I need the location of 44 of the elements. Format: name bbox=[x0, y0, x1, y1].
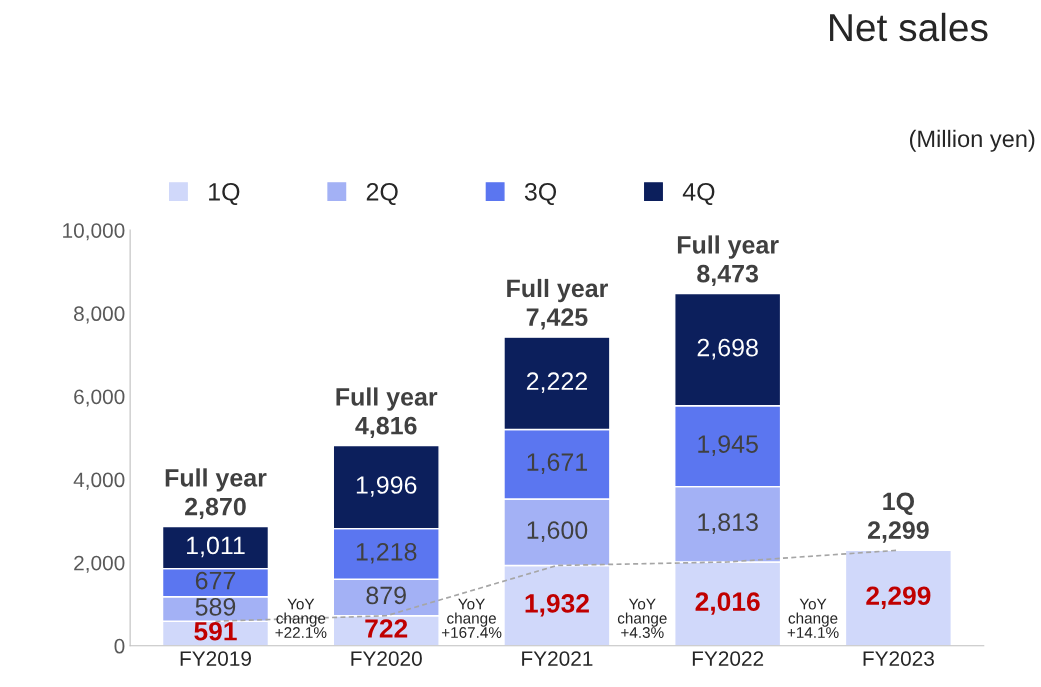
x-tick-label: FY2023 bbox=[863, 651, 934, 666]
bar bbox=[844, 549, 953, 646]
total-label: Full year 2,870 bbox=[165, 468, 267, 520]
y-tick-label: 6,000 bbox=[74, 389, 125, 407]
chart-title: Net sales bbox=[830, 12, 988, 42]
data-label: 2,299 bbox=[866, 586, 931, 609]
legend-label: 2Q bbox=[366, 182, 398, 206]
data-label: 1,600 bbox=[527, 521, 588, 542]
y-tick-label: 4,000 bbox=[73, 472, 125, 490]
text: (Million yen) bbox=[910, 129, 1035, 152]
total-label: Full year 7,425 bbox=[507, 278, 608, 330]
data-label: 1,218 bbox=[356, 542, 417, 564]
annotation: YoY change +4.3% bbox=[617, 598, 667, 638]
data-label: 1,671 bbox=[527, 453, 587, 474]
x-tick-label: FY2021 bbox=[522, 651, 593, 666]
data-label: 1,996 bbox=[356, 476, 417, 497]
data-label: 589 bbox=[195, 597, 236, 616]
data-label: 591 bbox=[194, 621, 237, 641]
data-label: 1,813 bbox=[698, 513, 758, 534]
x-tick-label: FY2019 bbox=[180, 651, 251, 666]
data-label: 722 bbox=[365, 619, 408, 638]
data-label: 2,222 bbox=[526, 372, 587, 394]
data-label: 879 bbox=[366, 586, 406, 605]
annotation: YoY change +22.1% bbox=[275, 598, 327, 638]
total-label: 1Q 2,299 bbox=[867, 492, 929, 543]
total-label: Full year 8,473 bbox=[677, 235, 779, 287]
x-tick-label: FY2022 bbox=[692, 651, 764, 666]
data-label: 2,016 bbox=[695, 592, 760, 615]
legend-label: 3Q bbox=[524, 182, 557, 206]
total-label: Full year 4,816 bbox=[336, 387, 438, 439]
y-tick-label: 0 bbox=[114, 638, 125, 654]
x-tick-label: FY2020 bbox=[351, 651, 422, 666]
data-label: 1,011 bbox=[187, 536, 245, 558]
data-label: 1,932 bbox=[525, 594, 589, 617]
legend-label: 1Q bbox=[209, 182, 240, 206]
y-tick-label: 2,000 bbox=[74, 555, 125, 573]
data-label: 1,945 bbox=[698, 435, 758, 456]
y-tick-label: 8,000 bbox=[74, 306, 125, 324]
legend-label: 4Q bbox=[682, 182, 715, 206]
data-label: 2,698 bbox=[697, 338, 758, 360]
y-tick-label: 10,000 bbox=[63, 223, 125, 241]
data-label: 677 bbox=[195, 571, 236, 590]
annotation: YoY change +14.1% bbox=[787, 598, 839, 638]
annotation: YoY change +167.4% bbox=[441, 598, 502, 638]
